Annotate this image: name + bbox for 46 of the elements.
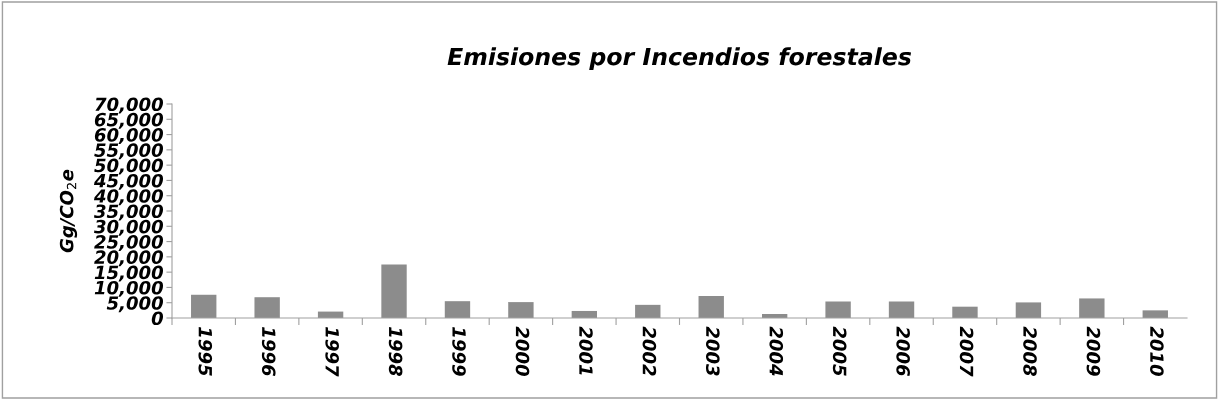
x-tick-label: 1995 bbox=[198, 327, 213, 376]
bar bbox=[508, 302, 534, 318]
bar bbox=[635, 304, 661, 318]
bar bbox=[888, 301, 915, 318]
bar bbox=[254, 297, 280, 318]
y-tick-label: 45,000 bbox=[93, 173, 164, 190]
x-tick-label: 1999 bbox=[452, 327, 466, 376]
bar bbox=[191, 294, 217, 318]
bar bbox=[698, 295, 724, 318]
y-tick-label: 30,000 bbox=[93, 219, 164, 236]
x-tick-label: 1997 bbox=[325, 327, 339, 377]
bar bbox=[381, 264, 407, 318]
y-tick-label: 15,000 bbox=[94, 265, 164, 282]
x-tick-label: 2006 bbox=[896, 326, 910, 376]
y-tick-label: 25,000 bbox=[94, 235, 164, 251]
bar bbox=[825, 301, 851, 318]
x-tick-label: 2008 bbox=[1023, 326, 1037, 376]
x-tick-label: 2009 bbox=[1086, 326, 1101, 376]
y-tick-label: 50,000 bbox=[94, 158, 164, 175]
x-tick-label: 2007 bbox=[959, 326, 974, 377]
bar bbox=[1142, 310, 1168, 318]
x-tick-label: 2010 bbox=[1150, 326, 1164, 376]
y-tick-label: 0 bbox=[151, 311, 164, 326]
x-tick-label: 2005 bbox=[832, 326, 847, 376]
chart-title: Emisiones por Incendios forestales bbox=[447, 47, 912, 71]
y-axis-title: Gg/CO$_{2}$e bbox=[59, 169, 78, 253]
x-tick-label: 2004 bbox=[769, 326, 784, 376]
bar bbox=[952, 306, 978, 318]
x-tick-label: 1998 bbox=[388, 327, 403, 376]
y-tick-label: 70,000 bbox=[95, 97, 164, 114]
bar bbox=[444, 301, 471, 318]
x-tick-label: 1996 bbox=[261, 327, 276, 376]
y-tick-label: 40,000 bbox=[93, 189, 164, 206]
y-tick-label: 35,000 bbox=[93, 204, 164, 221]
x-tick-label: 2000 bbox=[515, 326, 530, 376]
y-tick-label: 65,000 bbox=[94, 112, 164, 129]
bar bbox=[1079, 298, 1105, 318]
x-tick-label: 2001 bbox=[579, 326, 593, 375]
x-tick-label: 2003 bbox=[705, 326, 720, 376]
y-tick-label: 20,000 bbox=[94, 250, 164, 267]
x-tick-label: 2002 bbox=[642, 326, 657, 376]
y-tick-label: 10,000 bbox=[94, 280, 164, 297]
y-tick-label: 55,000 bbox=[94, 143, 164, 160]
bar bbox=[1015, 302, 1042, 318]
y-tick-label: 60,000 bbox=[94, 128, 164, 144]
y-tick-label: 5,000 bbox=[106, 296, 164, 313]
